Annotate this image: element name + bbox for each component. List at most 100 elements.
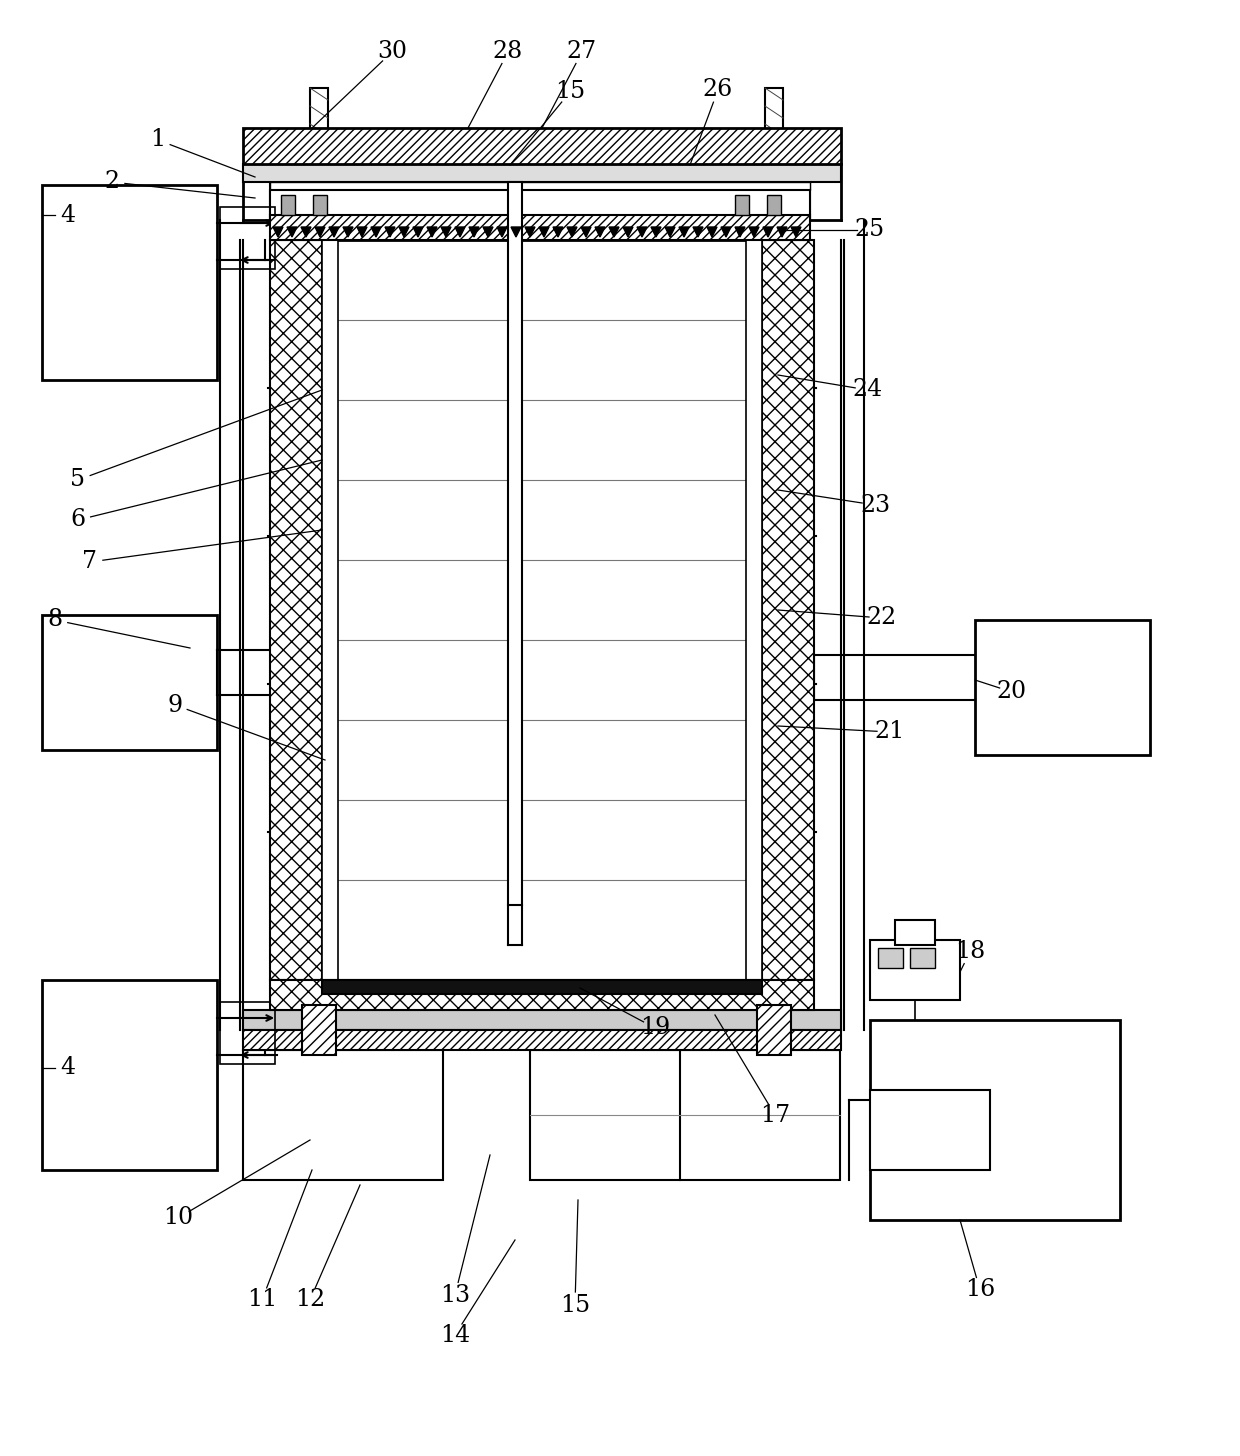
Text: 7: 7 bbox=[83, 550, 98, 574]
Text: 25: 25 bbox=[854, 218, 885, 242]
Bar bbox=[322, 980, 763, 994]
Polygon shape bbox=[497, 227, 507, 237]
Bar bbox=[508, 182, 522, 906]
Bar bbox=[756, 1005, 791, 1056]
Polygon shape bbox=[665, 227, 675, 237]
Bar bbox=[746, 240, 763, 980]
Bar bbox=[42, 614, 217, 750]
Bar bbox=[910, 948, 935, 968]
Bar bbox=[281, 195, 295, 215]
Polygon shape bbox=[567, 227, 577, 237]
Polygon shape bbox=[720, 227, 732, 237]
Bar bbox=[895, 920, 935, 945]
Polygon shape bbox=[301, 227, 311, 237]
Text: 8: 8 bbox=[47, 609, 62, 632]
Text: 2: 2 bbox=[104, 170, 119, 194]
Polygon shape bbox=[525, 227, 534, 237]
Bar bbox=[763, 240, 813, 980]
Polygon shape bbox=[357, 227, 367, 237]
Polygon shape bbox=[553, 227, 563, 237]
Text: 13: 13 bbox=[440, 1284, 470, 1306]
Bar bbox=[975, 620, 1149, 756]
Polygon shape bbox=[484, 227, 494, 237]
Polygon shape bbox=[693, 227, 703, 237]
Bar bbox=[243, 165, 841, 182]
Polygon shape bbox=[511, 227, 521, 237]
Bar bbox=[870, 1091, 990, 1171]
Bar bbox=[243, 1010, 841, 1029]
Text: 15: 15 bbox=[560, 1293, 590, 1316]
Text: 24: 24 bbox=[853, 379, 883, 402]
Bar bbox=[310, 87, 329, 1175]
Polygon shape bbox=[343, 227, 353, 237]
Polygon shape bbox=[637, 227, 647, 237]
Polygon shape bbox=[286, 227, 298, 237]
Text: 14: 14 bbox=[440, 1324, 470, 1347]
Bar bbox=[870, 1021, 1120, 1220]
Text: 18: 18 bbox=[955, 941, 985, 964]
Text: 1: 1 bbox=[150, 128, 166, 151]
Text: 15: 15 bbox=[556, 80, 585, 103]
Polygon shape bbox=[595, 227, 605, 237]
Bar bbox=[270, 189, 810, 220]
Polygon shape bbox=[680, 227, 689, 237]
Polygon shape bbox=[582, 227, 591, 237]
Bar bbox=[270, 980, 813, 1010]
Polygon shape bbox=[441, 227, 451, 237]
Polygon shape bbox=[469, 227, 479, 237]
Bar bbox=[529, 1050, 839, 1179]
Polygon shape bbox=[777, 227, 787, 237]
Polygon shape bbox=[273, 227, 283, 237]
Text: 27: 27 bbox=[567, 41, 598, 64]
Bar bbox=[303, 1005, 336, 1056]
Bar bbox=[765, 87, 782, 1175]
Text: 5: 5 bbox=[71, 469, 86, 492]
Bar bbox=[243, 1050, 443, 1179]
Bar bbox=[243, 128, 841, 165]
Bar bbox=[219, 1002, 275, 1064]
Bar bbox=[735, 195, 749, 215]
Text: 26: 26 bbox=[703, 79, 733, 102]
Polygon shape bbox=[622, 227, 632, 237]
Bar bbox=[322, 240, 763, 980]
Bar bbox=[42, 980, 217, 1171]
Bar bbox=[270, 182, 810, 189]
Text: 10: 10 bbox=[162, 1207, 193, 1229]
Bar bbox=[243, 1029, 841, 1050]
Bar bbox=[219, 207, 275, 269]
Polygon shape bbox=[707, 227, 717, 237]
Polygon shape bbox=[384, 227, 396, 237]
Polygon shape bbox=[329, 227, 339, 237]
Polygon shape bbox=[371, 227, 381, 237]
Polygon shape bbox=[539, 227, 549, 237]
Polygon shape bbox=[315, 227, 325, 237]
Text: 16: 16 bbox=[965, 1278, 996, 1302]
Text: 4: 4 bbox=[61, 1057, 76, 1079]
Text: 30: 30 bbox=[377, 41, 407, 64]
Text: 12: 12 bbox=[295, 1289, 325, 1312]
Bar bbox=[312, 195, 327, 215]
Text: 22: 22 bbox=[867, 607, 897, 629]
Bar bbox=[878, 948, 903, 968]
Text: 17: 17 bbox=[760, 1104, 790, 1127]
Bar bbox=[870, 941, 960, 1000]
Text: 20: 20 bbox=[997, 680, 1027, 703]
Polygon shape bbox=[413, 227, 423, 237]
Polygon shape bbox=[455, 227, 465, 237]
Polygon shape bbox=[749, 227, 759, 237]
Polygon shape bbox=[763, 227, 773, 237]
Text: 28: 28 bbox=[492, 41, 523, 64]
Bar bbox=[322, 240, 339, 980]
Bar bbox=[270, 215, 810, 240]
Bar bbox=[42, 185, 217, 380]
Polygon shape bbox=[399, 227, 409, 237]
Polygon shape bbox=[609, 227, 619, 237]
Text: 6: 6 bbox=[71, 508, 86, 531]
Text: 23: 23 bbox=[859, 494, 890, 517]
Text: 9: 9 bbox=[167, 693, 182, 716]
Polygon shape bbox=[791, 227, 801, 237]
Text: 11: 11 bbox=[247, 1289, 277, 1312]
Text: 19: 19 bbox=[640, 1016, 670, 1040]
Polygon shape bbox=[651, 227, 661, 237]
Polygon shape bbox=[427, 227, 436, 237]
